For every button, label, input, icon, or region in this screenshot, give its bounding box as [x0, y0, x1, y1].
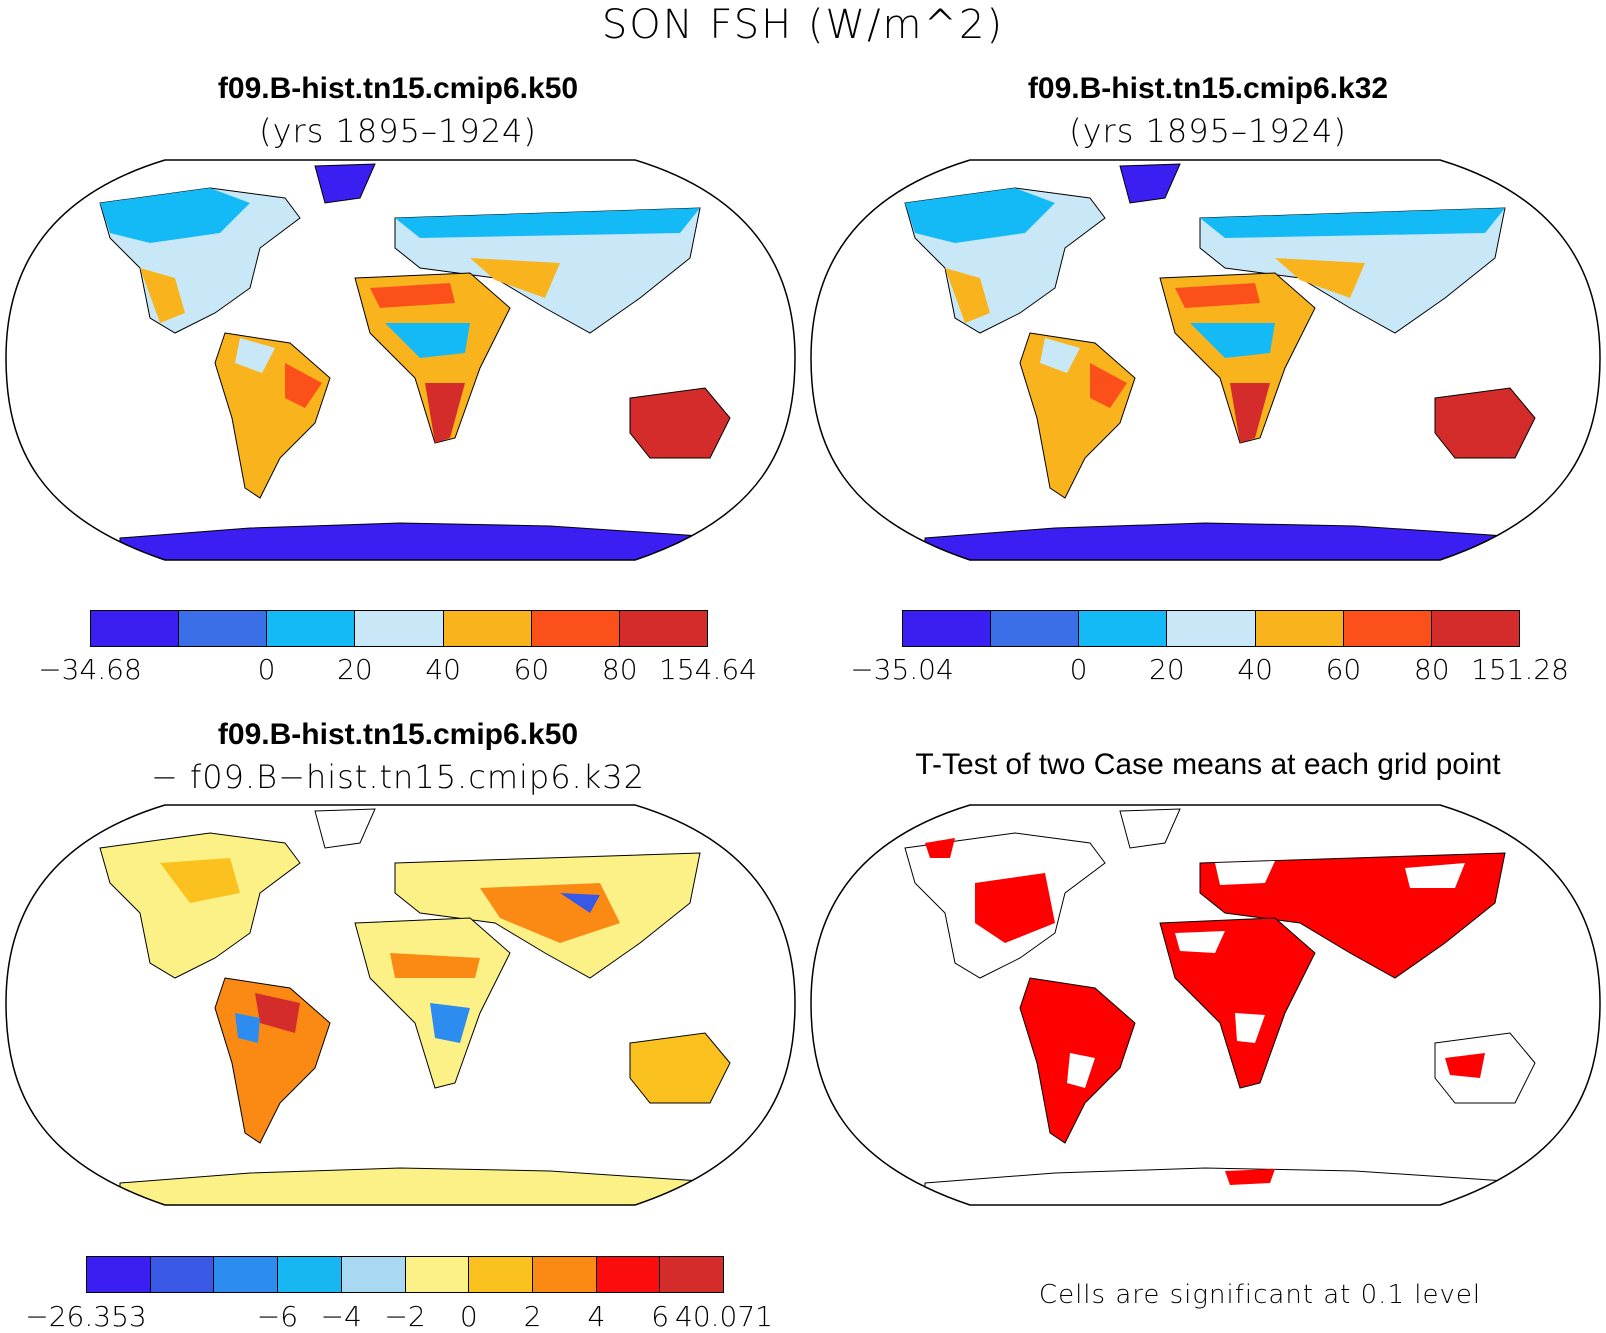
greenland: [314, 163, 376, 204]
colorbar-segment: [341, 1257, 406, 1292]
colorbar-tick-label: −26.353: [25, 1300, 147, 1333]
colorbar-segment: [267, 611, 356, 646]
significance-note: Cells are significant at 0.1 level: [1038, 1280, 1482, 1310]
colorbar-segment: [87, 1257, 151, 1292]
colorbar-tick-label: 60: [513, 653, 550, 686]
south-america: [214, 332, 331, 499]
colorbar-segment: [1255, 611, 1344, 646]
colorbar-segment: [532, 1257, 597, 1292]
colorbar-segment: [596, 1257, 661, 1292]
colorbar-panel-1: [90, 610, 708, 647]
antarctica: [119, 522, 701, 560]
antarctica: [119, 1167, 701, 1205]
colorbar-tick-label: 4: [587, 1300, 606, 1333]
colorbar-tick-label: 40: [1237, 653, 1273, 686]
panel1-subtitle: (yrs 1895–1924): [259, 112, 537, 150]
colorbar-segment: [214, 1257, 279, 1292]
colorbar-segment: [991, 611, 1080, 646]
colorbar-tick-label: 40.071: [675, 1300, 773, 1333]
antarctica: [924, 1167, 1506, 1205]
africa: [354, 917, 511, 1089]
map-panel-1: [5, 159, 796, 561]
colorbar-tick-label: 80: [601, 653, 638, 686]
colorbar-tick-label: 154.64: [659, 653, 757, 686]
greenland: [1119, 808, 1181, 849]
colorbar-segment: [91, 611, 180, 646]
colorbar-segment: [903, 611, 992, 646]
australia: [1434, 1032, 1536, 1104]
africa: [1159, 917, 1316, 1089]
colorbar-segment: [1343, 611, 1432, 646]
panel3-title: f09.B-hist.tn15.cmip6.k50: [217, 718, 579, 751]
colorbar-segment: [278, 1257, 342, 1292]
colorbar-segment: [469, 1257, 533, 1292]
colorbar-tick-label: 0: [257, 653, 276, 686]
colorbar-tick-label: 0: [1069, 653, 1088, 686]
south-america: [1019, 332, 1136, 499]
antarctica: [924, 522, 1506, 560]
colorbar-panel-3: [86, 1256, 724, 1293]
colorbar-tick-label: 0: [459, 1300, 478, 1333]
colorbar-segment: [355, 611, 444, 646]
colorbar-segment: [1167, 611, 1256, 646]
colorbar-segment: [660, 1257, 724, 1292]
colorbar-tick-label: 20: [1149, 653, 1185, 686]
colorbar-segment: [1079, 611, 1168, 646]
greenland: [314, 808, 376, 849]
africa: [1159, 272, 1316, 444]
colorbar-tick-label: 80: [1413, 653, 1450, 686]
colorbar-tick-label: −35.04: [850, 653, 954, 686]
colorbar-segment: [405, 1257, 470, 1292]
australia: [629, 387, 731, 459]
greenland: [1119, 163, 1181, 204]
colorbar-tick-label: −2: [384, 1300, 426, 1333]
panel2-title: f09.B-hist.tn15.cmip6.k32: [1027, 72, 1389, 105]
colorbar-tick-label: 151.28: [1471, 653, 1569, 686]
panel1-title: f09.B-hist.tn15.cmip6.k50: [217, 72, 579, 105]
australia: [1434, 387, 1536, 459]
colorbar-tick-label: 40: [425, 653, 461, 686]
north-america: [99, 832, 301, 979]
colorbar-segment: [619, 611, 707, 646]
colorbar-panel-2: [902, 610, 1520, 647]
australia: [629, 1032, 731, 1104]
colorbar-segment: [150, 1257, 215, 1292]
colorbar-tick-label: 6: [651, 1300, 670, 1333]
colorbar-tick-label: 60: [1325, 653, 1362, 686]
colorbar-segment: [179, 611, 268, 646]
panel2-subtitle: (yrs 1895–1924): [1069, 112, 1347, 150]
colorbar-segment: [443, 611, 532, 646]
colorbar-tick-label: −34.68: [38, 653, 142, 686]
panel3-subtitle: − f09.B−hist.tn15.cmip6.k32: [151, 758, 645, 796]
colorbar-segment: [531, 611, 620, 646]
africa: [354, 272, 511, 444]
panel4-title: T-Test of two Case means at each grid po…: [915, 748, 1501, 781]
colorbar-tick-label: 2: [523, 1300, 542, 1333]
colorbar-tick-label: −6: [256, 1300, 299, 1333]
colorbar-segment: [1431, 611, 1519, 646]
figure-title: SON FSH (W/m^2): [601, 2, 1005, 48]
map-panel-3: [5, 804, 796, 1206]
colorbar-tick-label: 20: [337, 653, 373, 686]
map-panel-2: [810, 159, 1601, 561]
colorbar-tick-label: −4: [320, 1300, 362, 1333]
map-panel-4: [810, 804, 1601, 1206]
